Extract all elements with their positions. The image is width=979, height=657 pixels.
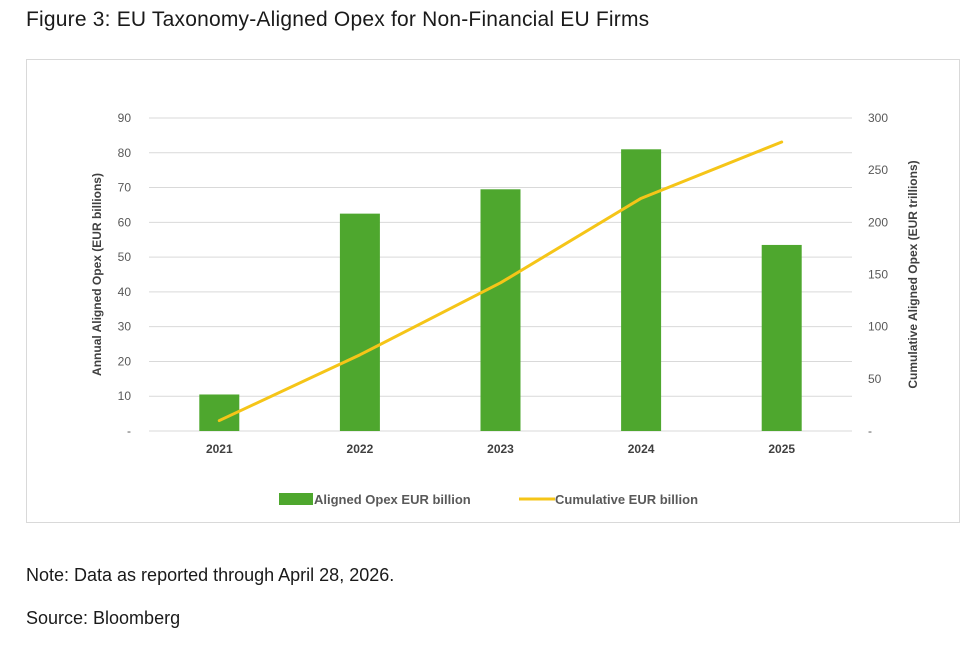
right-tick-label: 100 <box>868 320 888 334</box>
left-tick-label: - <box>127 424 131 438</box>
x-tick-label: 2022 <box>347 442 374 456</box>
left-tick-label: 10 <box>118 389 132 403</box>
figure-title: Figure 3: EU Taxonomy-Aligned Opex for N… <box>26 8 650 31</box>
bar <box>339 213 380 431</box>
left-tick-label: 50 <box>118 250 132 264</box>
right-tick-label: 150 <box>868 268 888 282</box>
x-tick-label: 2025 <box>768 442 795 456</box>
legend-line-label: Cumulative EUR billion <box>555 492 698 507</box>
x-tick-label: 2024 <box>628 442 655 456</box>
right-tick-label: 50 <box>868 372 882 386</box>
legend: Aligned Opex EUR billion Cumulative EUR … <box>279 492 698 507</box>
right-axis-title: Cumulative Aligned Opex (EUR trillions) <box>906 160 920 388</box>
right-tick-label: - <box>868 424 872 438</box>
x-axis-ticks: 2021 2022 2023 2024 2025 <box>206 442 795 456</box>
left-axis-ticks: - 10 20 30 40 50 60 70 80 90 <box>118 111 132 438</box>
legend-bar-swatch <box>279 493 313 505</box>
left-tick-label: 20 <box>118 354 132 368</box>
legend-bar-label: Aligned Opex EUR billion <box>314 492 471 507</box>
left-tick-label: 90 <box>118 111 132 125</box>
left-tick-label: 40 <box>118 285 132 299</box>
right-axis-ticks: - 50 100 150 200 250 300 <box>868 111 888 438</box>
figure-source: Source: Bloomberg <box>26 608 181 628</box>
right-tick-label: 250 <box>868 163 888 177</box>
left-tick-label: 30 <box>118 320 132 334</box>
left-tick-label: 60 <box>118 215 132 229</box>
left-tick-label: 70 <box>118 181 132 195</box>
chart-container: - 10 20 30 40 50 60 70 80 90 - 50 100 150 200 250 300 2… <box>26 59 960 523</box>
bar <box>761 244 802 431</box>
left-axis-title: Annual Aligned Opex (EUR billions) <box>90 173 104 376</box>
left-tick-label: 80 <box>118 146 132 160</box>
right-tick-label: 200 <box>868 215 888 229</box>
combo-chart: - 10 20 30 40 50 60 70 80 90 - 50 100 150 200 250 300 2… <box>90 111 920 507</box>
figure-note: Note: Data as reported through April 28,… <box>26 565 395 585</box>
bar <box>480 189 521 431</box>
x-tick-label: 2021 <box>206 442 233 456</box>
x-tick-label: 2023 <box>487 442 514 456</box>
right-tick-label: 300 <box>868 111 888 125</box>
bar <box>621 149 662 432</box>
line-series <box>217 140 784 423</box>
